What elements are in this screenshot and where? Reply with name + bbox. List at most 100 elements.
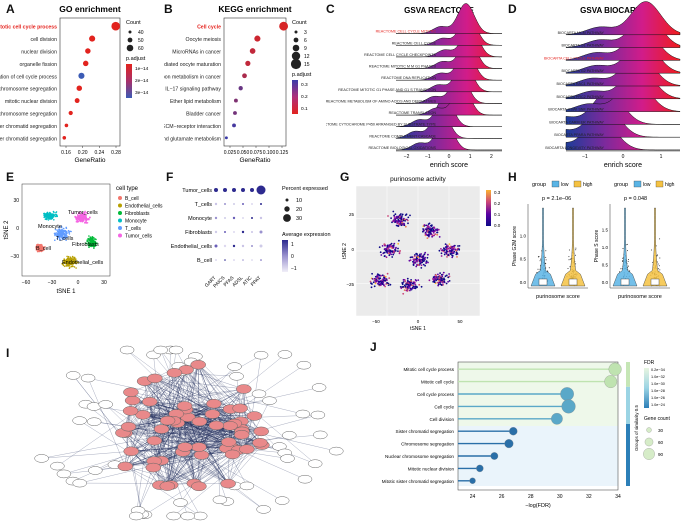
f-dot (251, 259, 253, 261)
g-cell-point (437, 283, 440, 286)
f-row-label: T_cells (195, 202, 213, 208)
f-dot (232, 216, 236, 220)
i-node-outer (239, 481, 255, 491)
i-node-core (142, 396, 158, 407)
g-cell-point (452, 252, 455, 255)
e-legend-dot (118, 233, 122, 238)
h-boxplot (650, 278, 660, 286)
g-cell-point (402, 281, 405, 283)
i-edge (144, 381, 162, 461)
f-legend-size-label: 20 (296, 207, 302, 213)
f-dot (259, 230, 263, 234)
i-edge (185, 369, 195, 484)
g-cell-point (425, 260, 428, 263)
a-legend-color-label: 3e–14 (135, 90, 149, 96)
b-legend-size-dot (292, 44, 300, 52)
g-cell-point (375, 280, 378, 283)
i-node-outer (86, 417, 102, 426)
e-xtick-label: −60 (22, 280, 31, 286)
h-jitter-point (656, 255, 658, 257)
g-cell-point (409, 289, 411, 292)
g-ylabel: tSNE 2 (342, 243, 348, 259)
h-legend-label: low (643, 182, 651, 188)
h-jitter-point (575, 247, 577, 249)
e-cell-point (85, 219, 88, 222)
h-boxplot (568, 278, 578, 286)
j-legend-count-dot (644, 437, 654, 447)
f-legend-size-title: Percent expressed (282, 186, 328, 192)
j-lollipop-head (551, 412, 563, 425)
h-jitter-point (575, 249, 577, 251)
g-cell-point (448, 280, 451, 282)
g-xlabel: tSNE 1 (410, 326, 426, 330)
a-legend-count-label: 50 (138, 38, 144, 44)
j-legend-fdr-label: 1.0e−26 (651, 396, 665, 400)
e-cell-point (39, 249, 41, 252)
g-cell-point (423, 224, 426, 226)
h-jitter-point (659, 257, 661, 259)
g-cell-point (379, 251, 382, 254)
g-cell-point (427, 253, 429, 256)
j-lollipop-head (504, 439, 514, 449)
h-jitter-point (537, 256, 539, 258)
g-cell-point (397, 224, 399, 227)
f-legend-size-dot (283, 214, 291, 222)
e-cell-point (76, 261, 79, 264)
a-category-label: cell division (30, 37, 57, 43)
g-cell-point (397, 223, 400, 225)
d-ridge-label: BIOCARTA CELL CYCLE PATHWAY (544, 56, 605, 60)
e-cell-point (72, 256, 74, 258)
b-legend-size-dot (294, 30, 298, 34)
g-cell-point (371, 272, 373, 275)
g-cell-point (398, 251, 401, 253)
g-cell-point (393, 242, 396, 245)
g-cell-point (436, 281, 439, 284)
g-cell-point (424, 256, 426, 259)
h-ytick-label: 0.0 (602, 280, 609, 285)
g-cell-point (403, 222, 405, 225)
f-dot (242, 259, 244, 261)
g-cell-point (374, 282, 377, 285)
panel-h-violin-plots: group low high p = 2.1e–06 0.0 0.5 1.0 purinoso… (512, 180, 675, 300)
f-row-label: Fibroblasts (185, 230, 212, 236)
e-legend-title: cell type (116, 186, 139, 192)
g-cell-point (414, 258, 417, 261)
i-edge (198, 414, 213, 448)
f-dot (214, 188, 218, 192)
i-node-outer (56, 469, 72, 479)
b-legend-count-label: 6 (304, 38, 307, 44)
e-cell-point (47, 214, 50, 217)
g-cell-point (371, 278, 374, 280)
j-lollipop-head (469, 477, 476, 484)
i-edge (173, 444, 263, 517)
i-edge (131, 451, 143, 515)
e-cell-point (80, 218, 82, 220)
panel-letter-d: D (508, 2, 517, 16)
d-ridge-label: BIOCARTA LONGEVITY PATHWAY (545, 146, 604, 150)
e-cell-point (78, 217, 80, 220)
i-edge (87, 378, 126, 467)
i-node-outer (262, 396, 277, 405)
e-legend-label: Tumor_cells (125, 234, 153, 240)
e-cell-point (65, 264, 68, 267)
e-cell-point (78, 219, 80, 221)
i-edge (153, 354, 232, 448)
g-cell-point (412, 285, 415, 288)
d-ridge-label: BIOCARTA PRC2 PATHWAY (557, 95, 605, 99)
j-xtick-label: 28 (528, 494, 534, 500)
g-cell-point (427, 229, 430, 231)
e-cell-point (66, 255, 68, 258)
h-boxplot (620, 278, 630, 286)
e-cell-point (51, 213, 54, 216)
b-dot (249, 48, 256, 54)
h-legend-swatch (551, 180, 560, 188)
c-ridge (395, 61, 503, 93)
j-legend-fdr-label: 1.0e−30 (651, 382, 665, 386)
g-cell-point (376, 275, 378, 278)
i-node-core (246, 411, 263, 421)
b-category-label: ECM−receptor interaction (164, 124, 221, 130)
g-cell-point (428, 279, 431, 282)
g-cell-point (387, 246, 390, 249)
g-cell-point (383, 284, 385, 287)
a-dot (76, 85, 83, 91)
